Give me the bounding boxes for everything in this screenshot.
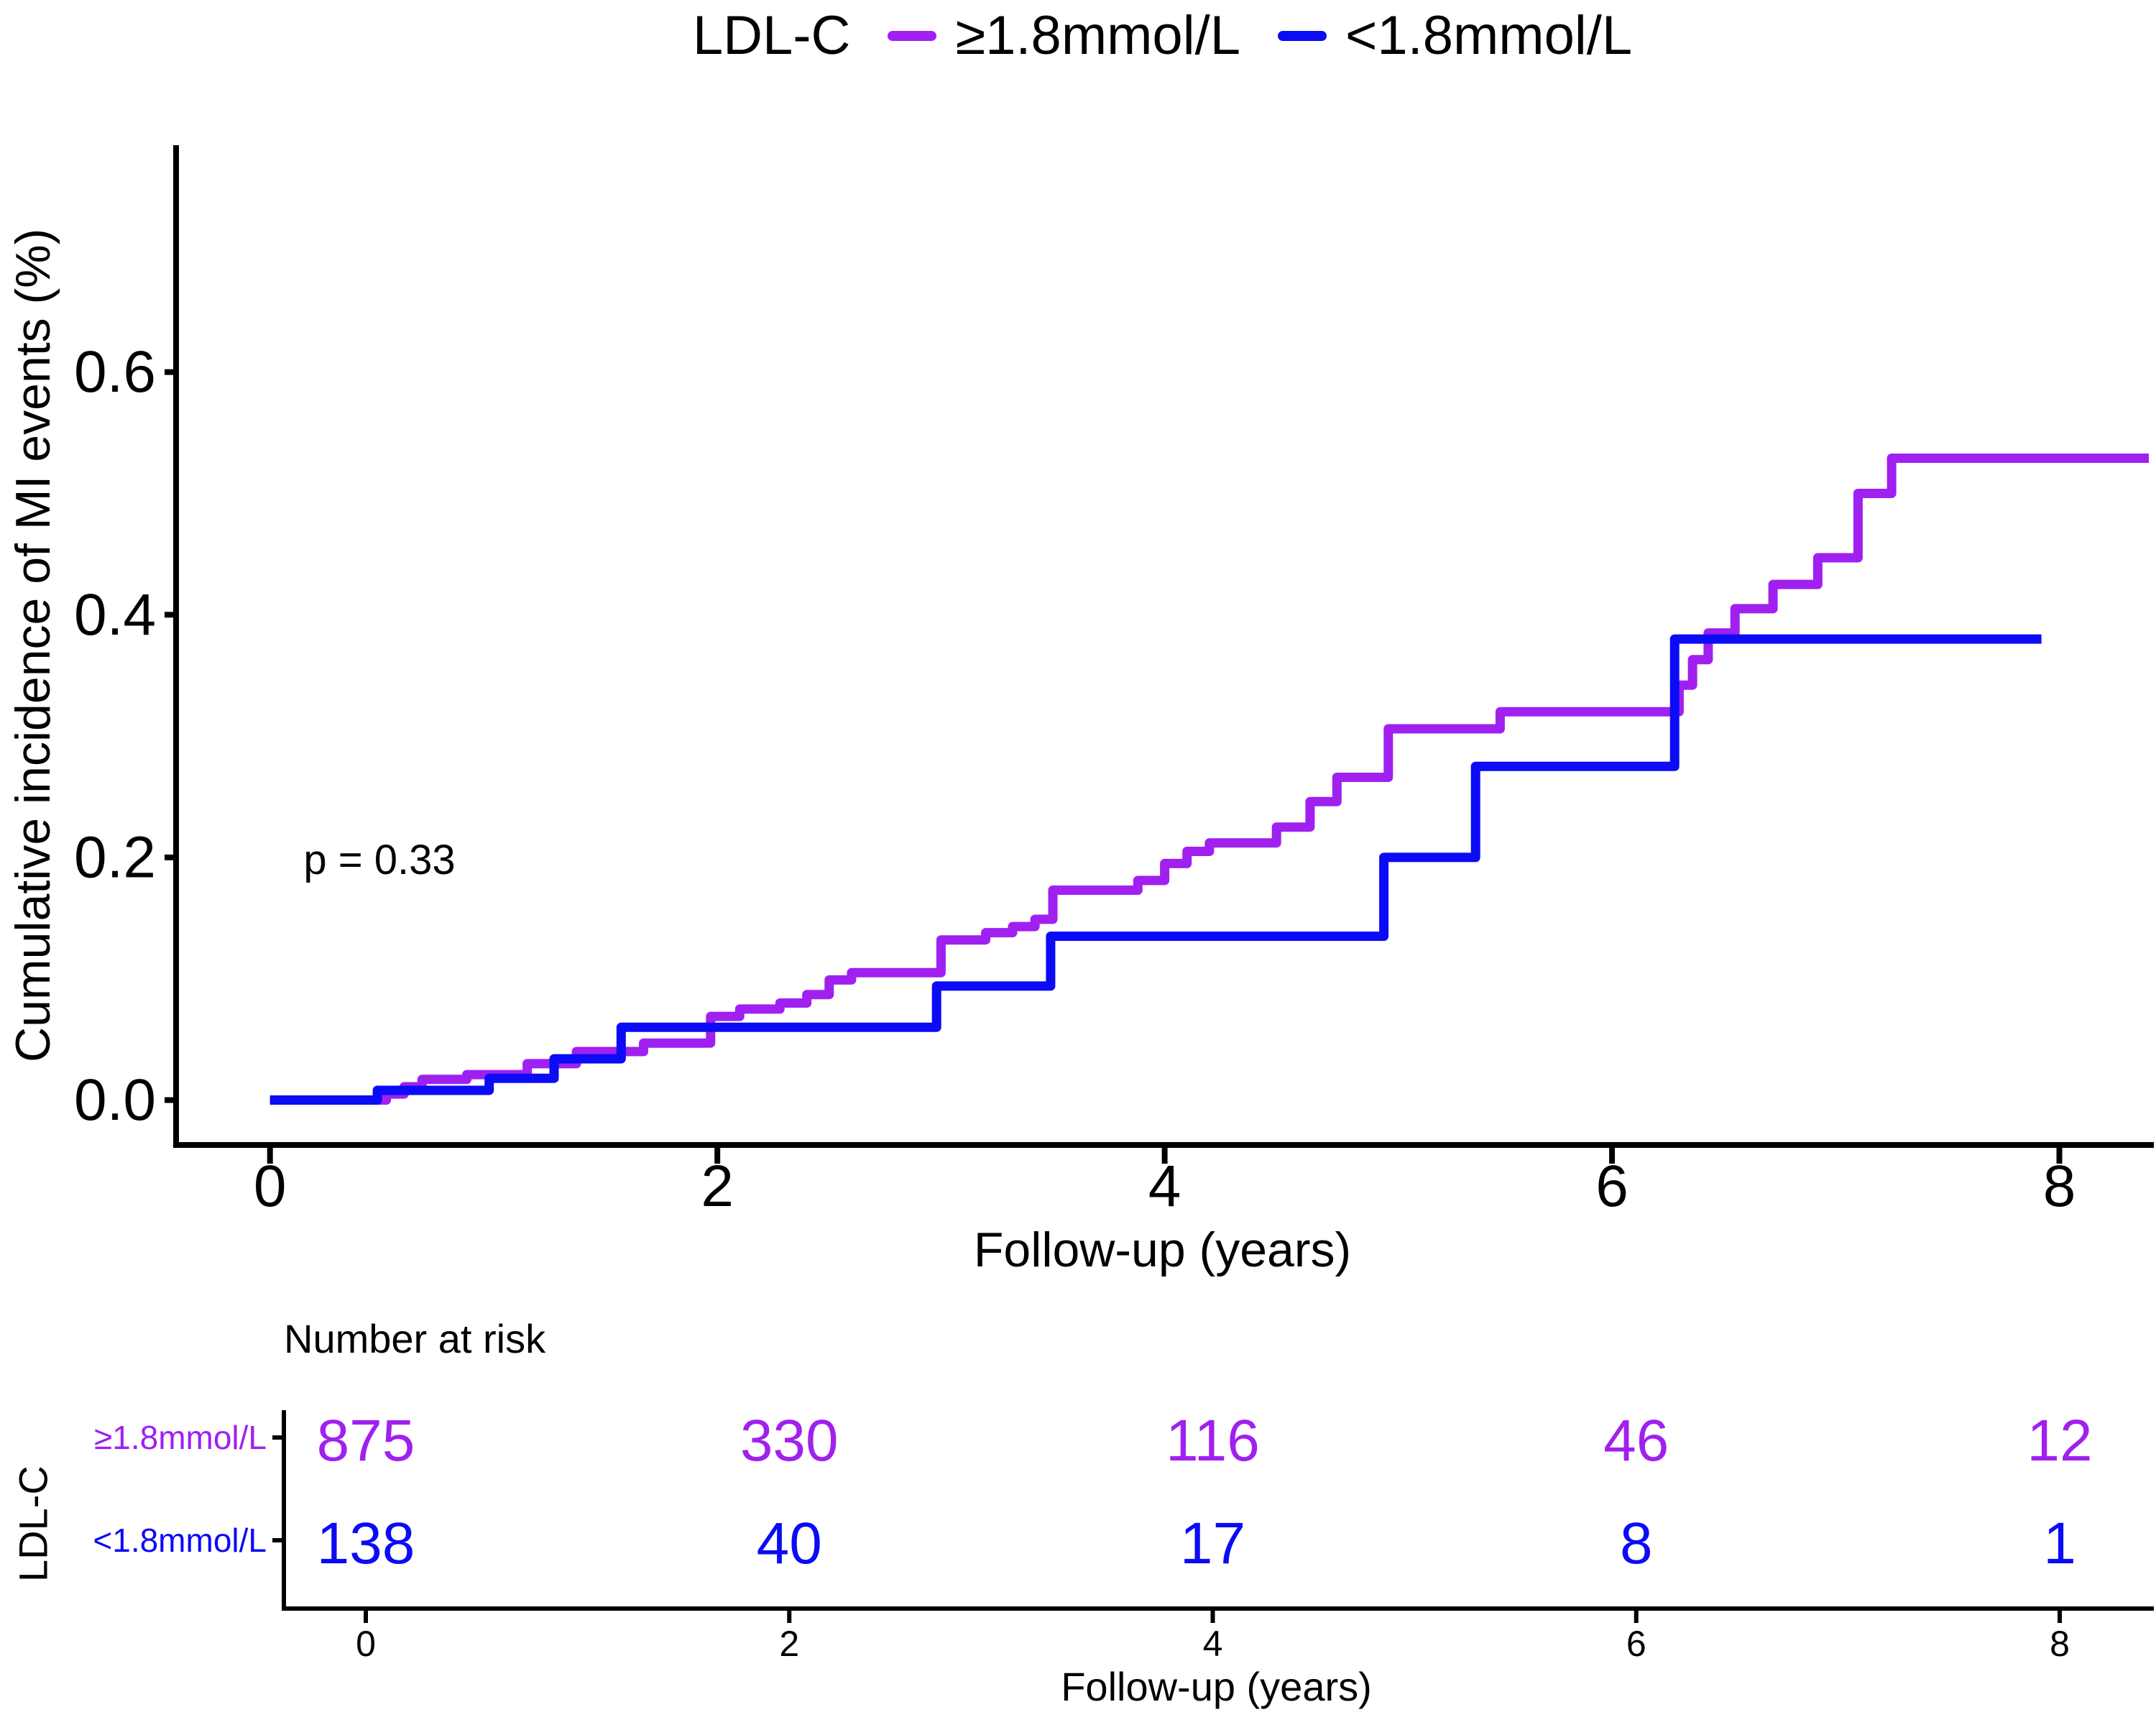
risk-count: 17 <box>1180 1511 1245 1576</box>
legend-item-ge18: ≥1.8mmol/L <box>888 9 1240 63</box>
y-tick-label: 0.0 <box>74 1067 156 1133</box>
risk-count: 875 <box>317 1408 415 1473</box>
legend-dash-ge18-icon <box>888 31 937 41</box>
risk-count: 40 <box>757 1511 822 1576</box>
y-tick-label: 0.2 <box>74 824 156 890</box>
x-axis-title: Follow-up (years) <box>973 1223 1352 1277</box>
risk-count: 330 <box>740 1408 839 1473</box>
risk-table-x-axis-title: Follow-up (years) <box>1061 1664 1372 1709</box>
risk-x-tick-label: 8 <box>2050 1624 2070 1664</box>
risk-x-tick-label: 4 <box>1203 1624 1223 1664</box>
legend-label-lt18: <1.8mmol/L <box>1345 5 1633 66</box>
x-tick-label: 2 <box>701 1154 734 1219</box>
risk-count: 12 <box>2027 1408 2092 1473</box>
km-curve-ge18 <box>270 454 2149 1105</box>
x-tick-label: 8 <box>2043 1154 2076 1219</box>
legend-title: LDL-C <box>692 5 851 66</box>
x-tick-label: 6 <box>1595 1154 1628 1219</box>
p-value-annotation: p = 0.33 <box>303 837 455 883</box>
risk-table-heading: Number at risk <box>284 1316 546 1361</box>
risk-count: 116 <box>1166 1408 1260 1473</box>
legend: LDL-C ≥1.8mmol/L <1.8mmol/L <box>176 0 2149 72</box>
risk-count: 138 <box>317 1511 415 1576</box>
risk-row-label: <1.8mmol/L <box>93 1522 267 1559</box>
y-tick-label: 0.4 <box>74 582 156 648</box>
risk-row-label: ≥1.8mmol/L <box>94 1419 267 1456</box>
risk-x-tick-label: 2 <box>779 1624 799 1664</box>
legend-item-lt18: <1.8mmol/L <box>1277 5 1633 66</box>
x-tick-label: 4 <box>1148 1154 1181 1219</box>
x-tick-label: 0 <box>254 1154 287 1219</box>
y-tick-label: 0.6 <box>74 339 156 405</box>
risk-count: 46 <box>1603 1408 1669 1473</box>
risk-count: 1 <box>2043 1511 2076 1576</box>
risk-x-tick-label: 6 <box>1626 1624 1646 1664</box>
legend-dash-lt18-icon <box>1277 31 1327 41</box>
risk-x-tick-label: 0 <box>356 1624 376 1664</box>
legend-label-ge18: ≥1.8mmol/L <box>955 5 1240 66</box>
risk-count: 8 <box>1620 1511 1653 1576</box>
km-curve-lt18 <box>270 634 2042 1105</box>
